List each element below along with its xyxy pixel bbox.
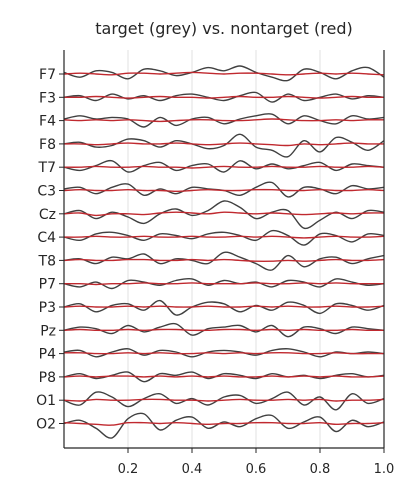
target-trace-p3 <box>63 299 385 316</box>
target-trace-c4 <box>63 229 385 246</box>
y-tick-label-o1: O1 <box>36 393 56 409</box>
nontarget-trace-c3 <box>63 188 385 193</box>
x-tick-label: 0.8 <box>310 462 331 477</box>
target-trace-p7 <box>63 277 385 290</box>
nontarget-trace-p3 <box>63 305 385 308</box>
y-tick-label-p8: P8 <box>39 370 56 386</box>
y-tick-label-c4: C4 <box>37 230 56 246</box>
x-tick-label: 1.0 <box>374 462 395 477</box>
target-trace-f8 <box>63 133 385 158</box>
y-tick-label-f3: F3 <box>39 90 56 106</box>
x-tick-label: 0.4 <box>182 462 203 477</box>
y-tick-label-t8: T8 <box>38 253 56 269</box>
nontarget-trace-p7 <box>63 282 384 286</box>
y-tick-label-f4: F4 <box>39 114 56 130</box>
x-tick-label: 0.6 <box>246 462 267 477</box>
y-tick-label-f7: F7 <box>39 67 56 83</box>
nontarget-trace-cz <box>63 211 385 217</box>
y-tick-label-f8: F8 <box>39 137 56 153</box>
y-tick-label-p4: P4 <box>39 347 56 363</box>
target-trace-c3 <box>63 181 385 198</box>
target-trace-t7 <box>63 159 385 173</box>
x-tick-label: 0.2 <box>118 462 139 477</box>
y-tick-label-c3: C3 <box>37 184 56 200</box>
target-trace-f3 <box>63 91 385 103</box>
nontarget-trace-f8 <box>63 142 385 147</box>
nontarget-trace-o2 <box>63 421 385 426</box>
nontarget-trace-f7 <box>63 71 385 76</box>
nontarget-trace-c4 <box>63 235 385 239</box>
y-tick-label-cz: Cz <box>39 207 56 223</box>
nontarget-trace-o1 <box>63 398 385 402</box>
nontarget-trace-t8 <box>63 258 385 262</box>
chart-title: target (grey) vs. nontarget (red) <box>95 19 353 38</box>
nontarget-trace-t7 <box>63 165 385 169</box>
y-tick-label-pz: Pz <box>40 323 56 339</box>
target-trace-f4 <box>63 113 385 128</box>
nontarget-trace-f3 <box>63 95 385 99</box>
nontarget-trace-p8 <box>63 375 385 378</box>
nontarget-trace-p4 <box>63 352 384 355</box>
y-tick-label-p7: P7 <box>39 277 56 293</box>
target-trace-cz <box>63 200 385 230</box>
target-trace-o2 <box>63 412 385 439</box>
nontarget-trace-pz <box>63 328 385 332</box>
y-tick-label-p3: P3 <box>39 300 56 316</box>
y-tick-label-t7: T7 <box>38 160 56 176</box>
nontarget-trace-f4 <box>63 118 385 123</box>
y-tick-label-o2: O2 <box>36 417 56 433</box>
target-trace-pz <box>63 322 385 338</box>
target-trace-t8 <box>63 251 385 271</box>
